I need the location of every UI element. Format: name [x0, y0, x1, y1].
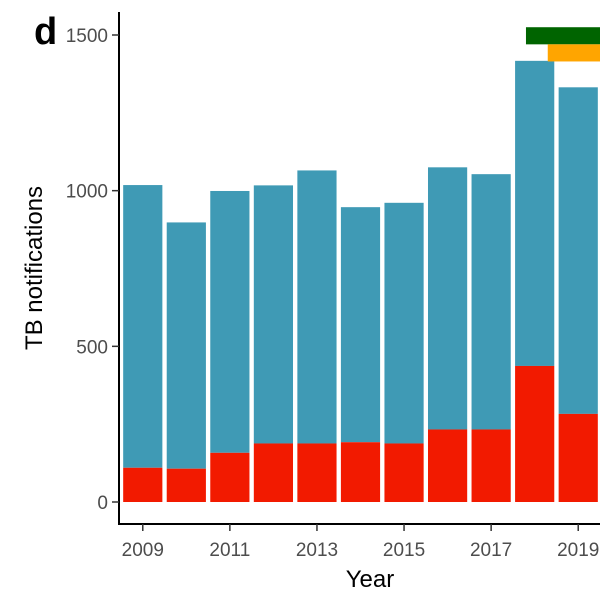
bar-subset-2011 — [210, 452, 250, 502]
y-tick-label-1500: 1500 — [66, 26, 108, 47]
bar-total-2013 — [297, 170, 337, 444]
bar-total-2011 — [210, 190, 250, 453]
bar-subset-2013 — [297, 443, 337, 502]
y-tick-label-0: 0 — [97, 493, 108, 514]
x-tick-label-2015: 2015 — [383, 540, 425, 561]
x-tick-label-2017: 2017 — [470, 540, 512, 561]
bar-subset-2018 — [515, 365, 555, 502]
x-tick-label-2019: 2019 — [557, 540, 599, 561]
bars-group — [123, 60, 598, 502]
panel-label: d — [34, 11, 57, 53]
marker-bar-2 — [547, 44, 600, 62]
bar-subset-2015 — [384, 443, 424, 502]
markers-group — [525, 27, 600, 62]
bar-total-2017 — [471, 174, 511, 430]
x-tick-label-2013: 2013 — [296, 540, 338, 561]
bar-total-2019 — [558, 87, 598, 414]
x-tick-label-2011: 2011 — [209, 540, 250, 561]
y-axis-ticks: 0 500 1000 1500 — [66, 26, 119, 514]
x-axis-title: Year — [346, 566, 395, 593]
bar-total-2018 — [515, 60, 555, 366]
y-tick-label-500: 500 — [76, 337, 108, 358]
bar-total-2009 — [123, 185, 163, 468]
y-tick-label-1000: 1000 — [66, 182, 108, 203]
bar-subset-2009 — [123, 467, 163, 502]
x-axis-ticks: 2009 2011 2013 2015 2017 2019 — [122, 524, 599, 561]
bar-subset-2012 — [253, 443, 294, 502]
bar-subset-2019 — [558, 413, 598, 502]
bar-total-2010 — [166, 222, 206, 469]
bar-subset-2014 — [340, 442, 381, 502]
marker-bar-1 — [525, 27, 600, 45]
bar-total-2012 — [253, 185, 294, 444]
bar-subset-2017 — [471, 429, 511, 502]
bar-total-2015 — [384, 202, 424, 444]
y-axis-title: TB notifications — [21, 186, 48, 350]
bar-subset-2010 — [166, 468, 206, 502]
x-tick-label-2009: 2009 — [122, 540, 164, 561]
bar-total-2014 — [340, 207, 381, 443]
bar-subset-2016 — [427, 429, 468, 502]
bar-total-2016 — [427, 167, 468, 430]
